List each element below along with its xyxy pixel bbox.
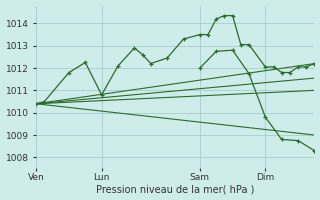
- X-axis label: Pression niveau de la mer( hPa ): Pression niveau de la mer( hPa ): [96, 184, 254, 194]
